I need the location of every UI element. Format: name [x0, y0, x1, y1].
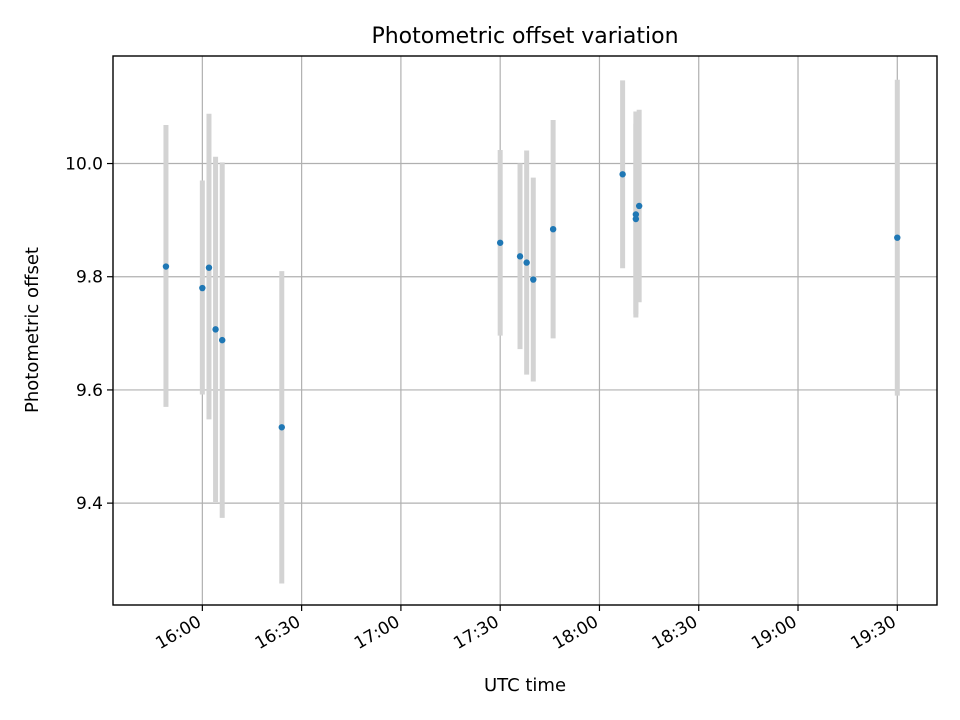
x-tick-label: 16:30 [252, 612, 304, 654]
data-point [516, 253, 524, 260]
x-axis-label: UTC time [484, 675, 566, 696]
data-point [549, 225, 557, 233]
data-point [632, 211, 640, 218]
x-tick-label: 17:00 [351, 612, 403, 654]
data-point [212, 326, 219, 333]
data-point [523, 259, 530, 266]
y-axis-label: Photometric offset [22, 247, 43, 413]
data-point [530, 276, 537, 283]
data-point [278, 424, 285, 431]
point-layer [162, 171, 901, 431]
data-point [635, 202, 643, 210]
data-point [205, 264, 213, 271]
plot-frame [112, 55, 938, 606]
data-point [632, 215, 640, 223]
chart-title: Photometric offset variation [371, 24, 678, 49]
x-tick-label: 19:30 [847, 612, 899, 654]
x-tick-label: 18:00 [550, 612, 602, 654]
x-tick-label: 19:00 [748, 612, 800, 654]
data-point [199, 284, 206, 292]
y-tick-label: 9.8 [76, 268, 103, 288]
data-point [496, 239, 504, 246]
tick-layer: 16:00 16:30 17:00 17:30 18:00 18:30 19:00 19:30… [65, 155, 900, 654]
x-tick-label: 18:30 [649, 612, 701, 654]
x-tick-label: 17:30 [450, 612, 502, 654]
y-tick-label: 9.4 [76, 494, 103, 514]
y-tick-label: 10.0 [65, 155, 103, 175]
x-tick-label: 16:00 [152, 612, 204, 654]
data-point [619, 171, 626, 178]
errorbar-layer [163, 79, 900, 584]
y-tick-label: 9.6 [76, 381, 103, 401]
data-point [894, 234, 901, 241]
grid-layer [113, 56, 937, 605]
data-point [162, 263, 170, 270]
data-point [219, 336, 226, 344]
